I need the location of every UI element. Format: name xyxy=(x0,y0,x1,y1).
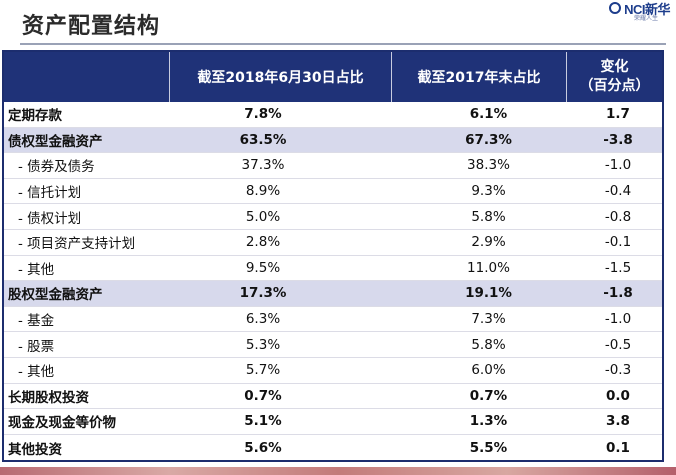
change-header-line2: （百分点） xyxy=(579,78,650,94)
table-row: - 股票 5.3% 5.8% -0.5 xyxy=(4,332,662,358)
row-label: - 债权计划 xyxy=(18,210,82,227)
table-row: 现金及现金等价物 5.1% 1.3% 3.8 xyxy=(4,409,662,435)
table-row: - 其他 9.5% 11.0% -1.5 xyxy=(4,256,662,282)
row-value-2017: 6.1% xyxy=(469,106,508,123)
row-value-2017: 11.0% xyxy=(467,259,510,276)
row-value-2017: 5.5% xyxy=(469,439,508,456)
row-value-2017: 67.3% xyxy=(465,131,512,148)
row-value-2018h1: 5.6% xyxy=(244,439,282,456)
logo-name: NCI新华 xyxy=(624,1,670,17)
table-row: - 债权计划 5.0% 5.8% -0.8 xyxy=(4,204,662,230)
table-row: - 信托计划 8.9% 9.3% -0.4 xyxy=(4,179,662,205)
table-row: - 基金 6.3% 7.3% -1.0 xyxy=(4,307,662,333)
header-cell-blank xyxy=(4,52,169,102)
row-label: - 债券及债务 xyxy=(18,159,95,176)
row-value-2018h1: 37.3% xyxy=(241,157,285,174)
row-value-2018h1: 5.7% xyxy=(245,362,281,379)
header-cell-2018h1: 截至2018年6月30日占比 xyxy=(169,52,391,102)
table-row: - 项目资产支持计划 2.8% 2.9% -0.1 xyxy=(4,230,662,256)
row-value-2018h1: 63.5% xyxy=(239,131,287,148)
row-value-2018h1: 6.3% xyxy=(245,311,281,328)
row-value-2018h1: 9.5% xyxy=(245,259,281,276)
row-change: 3.8 xyxy=(606,413,630,430)
row-label: 现金及现金等价物 xyxy=(8,415,116,432)
row-change: -0.3 xyxy=(604,362,632,379)
row-label: - 其他 xyxy=(18,261,55,278)
row-value-2017: 6.0% xyxy=(471,362,506,379)
row-value-2018h1: 5.0% xyxy=(245,208,281,225)
row-value-2017: 7.3% xyxy=(471,311,506,328)
row-value-2017: 2.9% xyxy=(471,234,506,251)
change-header-line1: 变化 xyxy=(600,59,629,75)
row-value-2017: 5.8% xyxy=(471,208,506,225)
table-row: 债权型金融资产 63.5% 67.3% -3.8 xyxy=(4,127,662,154)
table-row: 其他投资 5.6% 5.5% 0.1 xyxy=(4,435,662,461)
row-value-2018h1: 5.3% xyxy=(245,336,281,353)
row-change: -1.0 xyxy=(604,157,632,174)
table-row: 定期存款 7.8% 6.1% 1.7 xyxy=(4,102,662,128)
row-value-2017: 38.3% xyxy=(467,157,510,174)
table-row: 长期股权投资 0.7% 0.7% 0.0 xyxy=(4,384,662,410)
logo-icon xyxy=(609,2,622,14)
row-label: - 项目资产支持计划 xyxy=(18,236,136,253)
row-label: 长期股权投资 xyxy=(8,389,89,406)
row-change: 1.7 xyxy=(606,106,630,123)
table-header-row: 截至2018年6月30日占比 截至2017年末占比 变化 （百分点） xyxy=(4,52,662,102)
row-value-2018h1: 5.1% xyxy=(244,413,282,430)
row-change: 0.1 xyxy=(606,439,630,456)
row-label: - 基金 xyxy=(18,313,55,330)
logo-tagline: 荣耀人生 xyxy=(633,15,658,22)
row-change: -0.8 xyxy=(604,208,632,225)
company-logo: NCI新华 xyxy=(609,0,670,17)
row-value-2017: 5.8% xyxy=(471,336,506,353)
row-label: 股权型金融资产 xyxy=(8,287,103,304)
row-change: -1.5 xyxy=(604,259,632,276)
row-value-2018h1: 17.3% xyxy=(239,285,287,302)
row-change: 0.0 xyxy=(606,387,630,404)
footer-decoration xyxy=(0,467,676,475)
row-value-2018h1: 2.8% xyxy=(245,234,281,251)
row-value-2017: 0.7% xyxy=(469,387,508,404)
row-change: -1.8 xyxy=(603,285,633,302)
table-row: - 债券及债务 37.3% 38.3% -1.0 xyxy=(4,153,662,179)
page-title: 资产配置结构 xyxy=(22,14,161,39)
row-value-2017: 1.3% xyxy=(469,413,508,430)
row-label: - 信托计划 xyxy=(18,185,82,202)
asset-allocation-table: 截至2018年6月30日占比 截至2017年末占比 变化 （百分点） 定期存款 … xyxy=(2,50,664,463)
row-label: - 股票 xyxy=(18,338,55,355)
row-value-2018h1: 0.7% xyxy=(244,387,282,404)
title-divider xyxy=(20,43,666,45)
table-row: 股权型金融资产 17.3% 19.1% -1.8 xyxy=(4,281,662,307)
row-change: -1.0 xyxy=(604,311,632,328)
row-label: 债权型金融资产 xyxy=(8,133,103,150)
header-cell-change: 变化 （百分点） xyxy=(566,52,662,102)
row-value-2018h1: 7.8% xyxy=(244,106,282,123)
row-change: -3.8 xyxy=(603,131,633,148)
row-value-2018h1: 8.9% xyxy=(245,183,281,200)
row-change: -0.1 xyxy=(604,234,632,251)
row-change: -0.5 xyxy=(604,336,632,353)
row-change: -0.4 xyxy=(604,183,632,200)
row-label: 其他投资 xyxy=(8,441,62,458)
table-row: - 其他 5.7% 6.0% -0.3 xyxy=(4,358,662,384)
header-cell-2017: 截至2017年末占比 xyxy=(391,52,566,102)
row-value-2017: 19.1% xyxy=(465,285,512,302)
row-label: - 其他 xyxy=(18,364,55,381)
row-value-2017: 9.3% xyxy=(471,183,506,200)
row-label: 定期存款 xyxy=(8,108,62,125)
